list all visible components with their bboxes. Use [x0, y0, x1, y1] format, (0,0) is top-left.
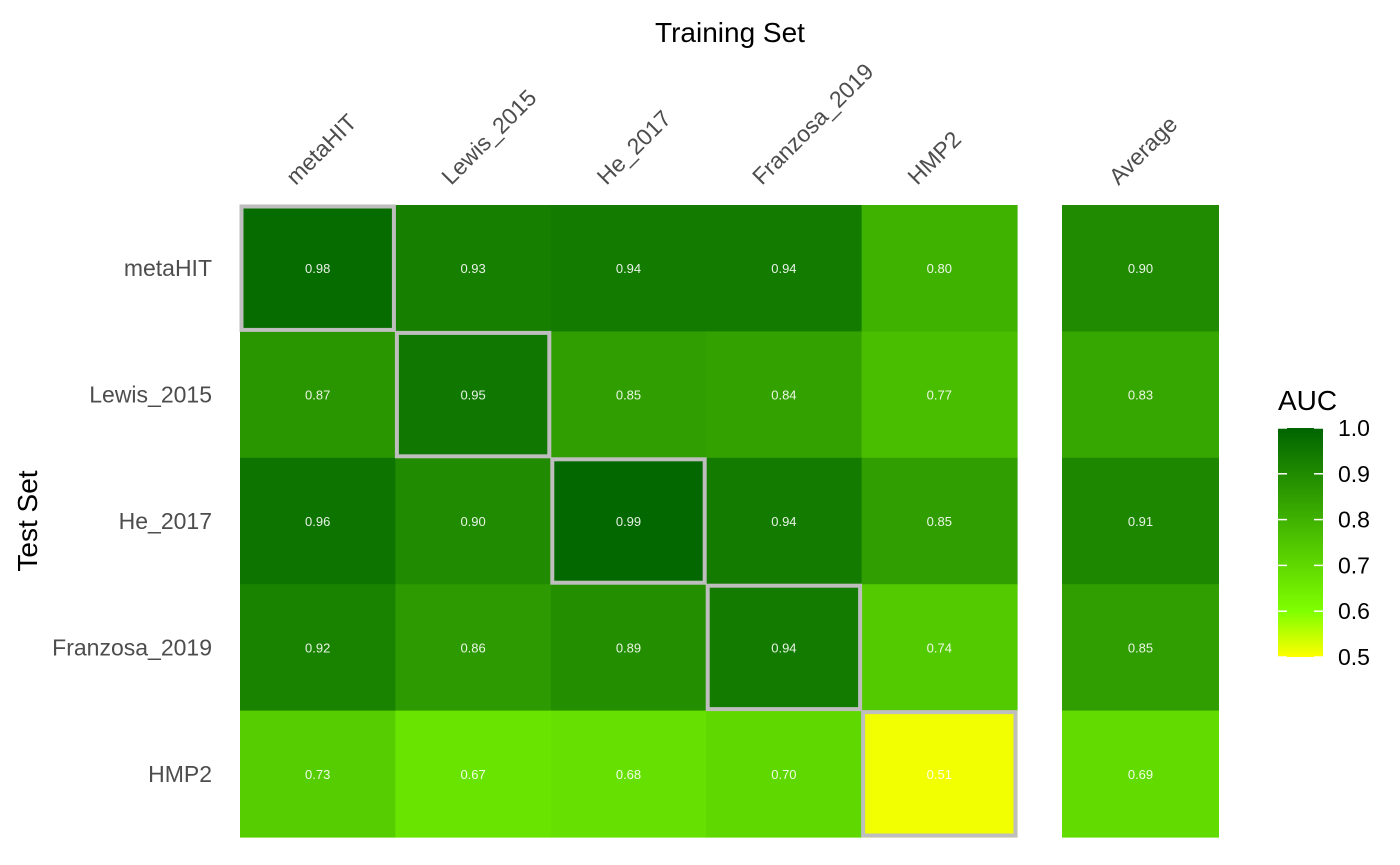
colorbar-tick-label: 0.8: [1338, 507, 1370, 533]
cell-value-label: 0.84: [771, 388, 796, 403]
y-tick-label: He_2017: [119, 508, 212, 534]
diagonal-highlight-box: [239, 204, 396, 332]
cell-value-label: 0.74: [927, 640, 952, 655]
heatmap-cell: [550, 331, 707, 459]
average-value-label: 0.69: [1128, 767, 1153, 782]
cell-value-labels: 0.98 0.93 0.94 0.94 0.80 0.87 0.95 0.85 0.84 0.77…: [305, 261, 952, 782]
colorbar-ticks: 1.0 0.9 0.8 0.7 0.6 0.5: [1278, 415, 1370, 670]
average-value-label: 0.91: [1128, 514, 1153, 529]
heatmap-cell: [861, 710, 1018, 838]
heatmap-cell: [240, 205, 396, 332]
y-tick-labels: metaHIT Lewis_2015 He_2017 Franzosa_2019 HMP…: [52, 255, 212, 787]
diagonal-highlights: [239, 204, 1018, 838]
average-cell: [1062, 331, 1219, 459]
cell-value-label: 0.67: [460, 767, 485, 782]
cell-value-label: 0.85: [927, 514, 952, 529]
diagonal-highlight-box: [394, 330, 552, 459]
average-value-label: 0.90: [1128, 261, 1153, 276]
x-tick-label: metaHIT: [281, 109, 362, 190]
cell-value-label: 0.96: [305, 514, 330, 529]
cell-value-label: 0.68: [616, 767, 641, 782]
cell-value-label: 0.99: [616, 514, 641, 529]
heatmap-cell: [706, 205, 863, 332]
cell-value-label: 0.93: [460, 261, 485, 276]
heatmap-cell: [395, 331, 552, 459]
average-column: 0.90 0.83 0.91 0.85 0.69: [1062, 205, 1219, 838]
diagonal-highlight-box: [705, 583, 863, 712]
heatmap-cell: [395, 457, 552, 585]
heatmap-cell: [550, 710, 707, 838]
x-tick-label: HMP2: [902, 126, 966, 190]
heatmap-cell: [550, 457, 707, 585]
y-axis-title: Test Set: [12, 470, 43, 571]
cell-value-label: 0.98: [305, 261, 330, 276]
heatmap-cell: [240, 457, 396, 585]
cell-value-label: 0.51: [927, 767, 952, 782]
cell-value-label: 0.70: [771, 767, 796, 782]
heatmap-cell: [706, 710, 863, 838]
colorbar-tick-label: 0.9: [1338, 461, 1370, 487]
heatmap-cell: [550, 584, 707, 712]
cell-value-label: 0.94: [771, 261, 796, 276]
x-tick-labels: metaHIT Lewis_2015 He_2017 Franzosa_2019 HMP…: [281, 58, 1182, 189]
cell-value-label: 0.77: [927, 388, 952, 403]
cell-value-label: 0.87: [305, 388, 330, 403]
heatmap-cell: [240, 710, 396, 838]
heatmap-cell: [706, 331, 863, 459]
y-tick-label: Franzosa_2019: [52, 634, 212, 660]
cell-value-label: 0.94: [616, 261, 641, 276]
x-tick-label: Lewis_2015: [436, 84, 541, 189]
y-tick-label: metaHIT: [124, 255, 212, 281]
cell-value-label: 0.89: [616, 640, 641, 655]
cell-value-label: 0.73: [305, 767, 330, 782]
x-tick-label: Franzosa_2019: [747, 58, 878, 189]
average-cell: [1062, 584, 1219, 712]
cell-value-label: 0.80: [927, 261, 952, 276]
colorbar-tick-label: 1.0: [1338, 415, 1370, 441]
x-tick-label: Average: [1104, 111, 1183, 190]
cell-value-label: 0.90: [460, 514, 485, 529]
heatmap-cell: [395, 584, 552, 712]
cell-value-label: 0.92: [305, 640, 330, 655]
cell-value-label: 0.94: [771, 514, 796, 529]
heatmap-cell: [395, 205, 552, 332]
cell-value-label: 0.94: [771, 640, 796, 655]
heatmap-cell: [861, 331, 1018, 459]
colorbar-title: AUC: [1278, 385, 1337, 416]
colorbar-tick-label: 0.5: [1338, 644, 1370, 670]
average-value-label: 0.85: [1128, 640, 1153, 655]
heatmap-cell: [706, 457, 863, 585]
diagonal-highlight-box: [550, 457, 707, 585]
cell-value-label: 0.86: [460, 640, 485, 655]
heatmap-cell: [395, 710, 552, 838]
diagonal-highlight-box: [861, 710, 1018, 838]
cell-value-label: 0.85: [616, 388, 641, 403]
colorbar-legend: AUC 1.0 0.9 0.8 0.7 0.6 0.5: [1278, 385, 1370, 670]
average-cell: [1062, 710, 1219, 838]
x-tick-label: He_2017: [592, 105, 676, 189]
heatmap-cell: [240, 331, 396, 459]
heatmap-cell: [240, 584, 396, 712]
average-cell: [1062, 457, 1219, 585]
y-tick-label: Lewis_2015: [89, 382, 212, 408]
colorbar-tick-label: 0.7: [1338, 552, 1370, 578]
heatmap-cell: [706, 584, 863, 712]
heatmap-cell: [861, 584, 1018, 712]
y-tick-label: HMP2: [148, 761, 212, 787]
heatmap-cell: [550, 205, 707, 332]
heatmap-cells: [240, 205, 1018, 838]
cell-value-label: 0.95: [460, 388, 485, 403]
average-cell: [1062, 205, 1219, 332]
colorbar-gradient: [1278, 428, 1323, 657]
colorbar-tick-label: 0.6: [1338, 598, 1370, 624]
chart-title: Training Set: [655, 17, 805, 48]
average-value-label: 0.83: [1128, 388, 1153, 403]
heatmap-cell: [861, 205, 1018, 332]
heatmap-cell: [861, 457, 1018, 585]
